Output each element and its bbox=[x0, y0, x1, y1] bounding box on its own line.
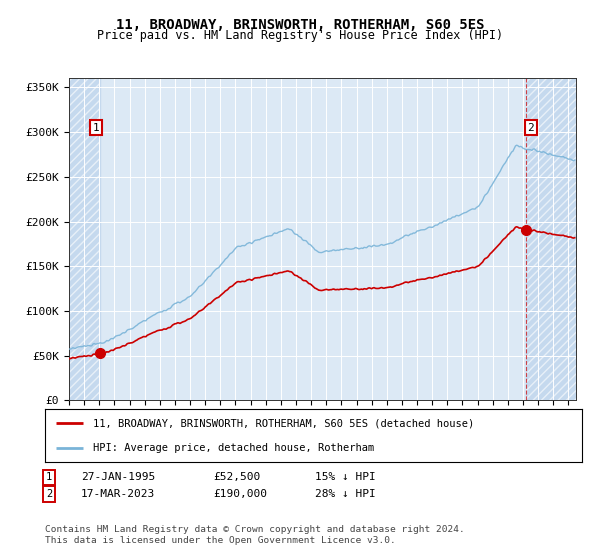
Text: HPI: Average price, detached house, Rotherham: HPI: Average price, detached house, Roth… bbox=[94, 442, 374, 452]
Text: £52,500: £52,500 bbox=[213, 472, 260, 482]
Bar bbox=[526, 78, 576, 400]
Text: Price paid vs. HM Land Registry's House Price Index (HPI): Price paid vs. HM Land Registry's House … bbox=[97, 29, 503, 42]
Bar bbox=[526, 78, 576, 400]
Text: £190,000: £190,000 bbox=[213, 489, 267, 499]
Text: Contains HM Land Registry data © Crown copyright and database right 2024.
This d: Contains HM Land Registry data © Crown c… bbox=[45, 525, 465, 545]
Text: 17-MAR-2023: 17-MAR-2023 bbox=[81, 489, 155, 499]
Text: 1: 1 bbox=[92, 123, 99, 133]
Bar bbox=[69, 78, 100, 400]
Text: 15% ↓ HPI: 15% ↓ HPI bbox=[315, 472, 376, 482]
Text: 2: 2 bbox=[527, 123, 534, 133]
Text: 28% ↓ HPI: 28% ↓ HPI bbox=[315, 489, 376, 499]
Text: 11, BROADWAY, BRINSWORTH, ROTHERHAM, S60 5ES: 11, BROADWAY, BRINSWORTH, ROTHERHAM, S60… bbox=[116, 18, 484, 32]
Text: 2: 2 bbox=[46, 489, 52, 499]
Bar bbox=[69, 78, 100, 400]
Text: 1: 1 bbox=[46, 472, 52, 482]
Text: 27-JAN-1995: 27-JAN-1995 bbox=[81, 472, 155, 482]
Text: 11, BROADWAY, BRINSWORTH, ROTHERHAM, S60 5ES (detached house): 11, BROADWAY, BRINSWORTH, ROTHERHAM, S60… bbox=[94, 418, 475, 428]
